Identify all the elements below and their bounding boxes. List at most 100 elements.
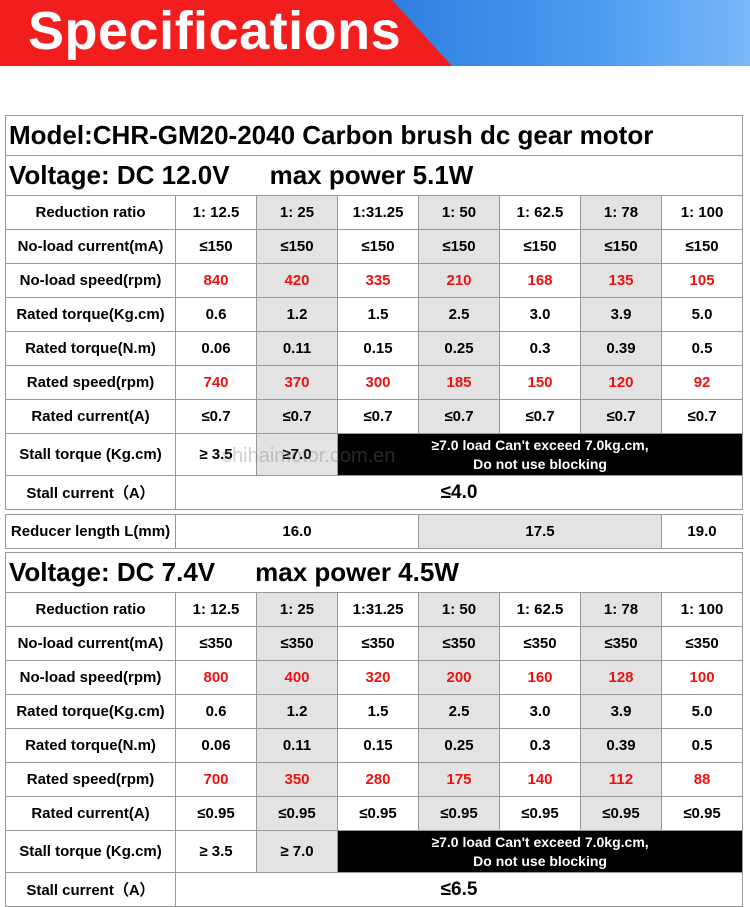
rated-torque-kg-cell: 3.0 — [499, 297, 581, 332]
row-no-load-speed: No-load speed(rpm) 840 420 335 210 168 135 105 — [5, 263, 744, 298]
rated-current-cell: ≤0.95 — [580, 796, 662, 831]
ratio-cell: 1: 50 — [418, 195, 500, 230]
no-load-current-cell: ≤350 — [580, 626, 662, 661]
rated-torque-kg-cell: 0.6 — [175, 694, 257, 729]
ratio-cell: 1: 62.5 — [499, 592, 581, 627]
stall-note-line1: ≥7.0 load Can't exceed 7.0kg.cm, — [431, 833, 649, 850]
rated-torque-kg-cell: 3.9 — [580, 297, 662, 332]
rated-torque-nm-cell: 0.3 — [499, 728, 581, 763]
row-stall-current: Stall current（A） ≤4.0 — [5, 475, 744, 510]
rated-torque-nm-cell: 0.11 — [256, 331, 338, 366]
rated-speed-cell: 120 — [580, 365, 662, 400]
no-load-speed-cell: 400 — [256, 660, 338, 695]
label-no-load-speed: No-load speed(rpm) — [5, 660, 176, 695]
no-load-current-cell: ≤350 — [175, 626, 257, 661]
no-load-speed-cell: 800 — [175, 660, 257, 695]
row-no-load-current: No-load current(mA) ≤350 ≤350 ≤350 ≤350 ≤350 ≤… — [5, 626, 744, 661]
rated-torque-kg-cell: 1.5 — [337, 297, 419, 332]
no-load-speed-cell: 200 — [418, 660, 500, 695]
row-reduction-ratio: Reduction ratio 1: 12.5 1: 25 1:31.25 1: 50 1… — [5, 592, 744, 627]
rated-torque-nm-cell: 0.39 — [580, 728, 662, 763]
ratio-cell: 1: 78 — [580, 592, 662, 627]
rated-torque-kg-cell: 2.5 — [418, 297, 500, 332]
rated-speed-cell: 150 — [499, 365, 581, 400]
rated-torque-kg-cell: 2.5 — [418, 694, 500, 729]
ratio-cell: 1: 25 — [256, 195, 338, 230]
stall-note-line2: Do not use blocking — [473, 455, 607, 472]
row-stall-torque: Stall torque (Kg.cm) ≥ 3.5 ≥7.0 ≥7.0 loa… — [5, 433, 744, 476]
rated-torque-kg-cell: 3.0 — [499, 694, 581, 729]
no-load-speed-cell: 320 — [337, 660, 419, 695]
no-load-speed-cell: 105 — [660, 263, 744, 298]
model-title: Model:CHR-GM20-2040 Carbon brush dc gear… — [4, 115, 744, 156]
rated-torque-nm-cell: 0.25 — [418, 728, 500, 763]
power-12v: max power 5.1W — [269, 160, 474, 190]
page-title: Specifications — [28, 1, 402, 61]
banner-red-panel — [0, 0, 455, 66]
no-load-current-cell: ≤150 — [256, 229, 338, 264]
row-rated-speed: Rated speed(rpm) 740 370 300 185 150 120 92 — [5, 365, 744, 400]
stall-note: ≥7.0 load Can't exceed 7.0kg.cm, Do not u… — [336, 830, 744, 873]
row-rated-speed: Rated speed(rpm) 700 350 280 175 140 112 88 — [5, 762, 744, 797]
no-load-speed-cell: 420 — [256, 263, 338, 298]
label-reduction-ratio: Reduction ratio — [5, 592, 176, 627]
no-load-current-cell: ≤350 — [660, 626, 744, 661]
rated-speed-cell: 350 — [256, 762, 338, 797]
rated-torque-kg-cell: 1.2 — [256, 297, 338, 332]
rated-torque-nm-cell: 0.11 — [256, 728, 338, 763]
rated-torque-nm-cell: 0.15 — [337, 728, 419, 763]
reducer-length-cell: 16.0 — [174, 514, 420, 549]
ratio-cell: 1: 12.5 — [175, 592, 257, 627]
rated-speed-cell: 370 — [256, 365, 338, 400]
rated-speed-cell: 740 — [175, 365, 257, 400]
ratio-cell: 1: 25 — [256, 592, 338, 627]
label-stall-torque: Stall torque (Kg.cm) — [5, 830, 176, 873]
stall-note-line2: Do not use blocking — [473, 852, 607, 869]
no-load-current-cell: ≤150 — [337, 229, 419, 264]
no-load-current-cell: ≤150 — [418, 229, 500, 264]
rated-current-cell: ≤0.95 — [660, 796, 744, 831]
no-load-current-cell: ≤150 — [499, 229, 581, 264]
voltage-12v: Voltage: DC 12.0V — [9, 160, 230, 190]
row-stall-torque: Stall torque (Kg.cm) ≥ 3.5 ≥ 7.0 ≥7.0 lo… — [5, 830, 744, 873]
label-reduction-ratio: Reduction ratio — [5, 195, 176, 230]
ratio-cell: 1: 78 — [580, 195, 662, 230]
ratio-cell: 1:31.25 — [337, 592, 419, 627]
rated-speed-cell: 700 — [175, 762, 257, 797]
rated-torque-nm-cell: 0.5 — [660, 331, 744, 366]
rated-current-cell: ≤0.95 — [499, 796, 581, 831]
rated-speed-cell: 112 — [580, 762, 662, 797]
no-load-speed-cell: 335 — [337, 263, 419, 298]
no-load-speed-cell: 840 — [175, 263, 257, 298]
label-rated-current: Rated current(A) — [5, 796, 176, 831]
ratio-cell: 1: 62.5 — [499, 195, 581, 230]
no-load-current-cell: ≤350 — [499, 626, 581, 661]
ratio-cell: 1: 12.5 — [175, 195, 257, 230]
row-rated-current: Rated current(A) ≤0.95 ≤0.95 ≤0.95 ≤0.95 ≤0.9… — [5, 796, 744, 831]
stall-torque-cell: ≥ 3.5 — [175, 830, 257, 873]
voltage-heading-12v: Voltage: DC 12.0V max power 5.1W — [4, 155, 744, 196]
rated-current-cell: ≤0.95 — [418, 796, 500, 831]
rated-current-cell: ≤0.95 — [175, 796, 257, 831]
row-rated-torque-nm: Rated torque(N.m) 0.06 0.11 0.15 0.25 0.3 0.39… — [5, 331, 744, 366]
ratio-cell: 1: 100 — [660, 592, 744, 627]
no-load-current-cell: ≤350 — [256, 626, 338, 661]
no-load-speed-cell: 135 — [580, 263, 662, 298]
voltage-7v: Voltage: DC 7.4V — [9, 557, 216, 587]
rated-speed-cell: 185 — [418, 365, 500, 400]
rated-torque-nm-cell: 0.06 — [175, 331, 257, 366]
label-reducer-length: Reducer length L(mm) — [5, 514, 176, 549]
rated-torque-nm-cell: 0.25 — [418, 331, 500, 366]
no-load-current-cell: ≤350 — [337, 626, 419, 661]
label-rated-current: Rated current(A) — [5, 399, 176, 434]
stall-torque-cell: ≥7.0 — [256, 433, 338, 476]
label-rated-torque-kg: Rated torque(Kg.cm) — [5, 694, 176, 729]
row-rated-current: Rated current(A) ≤0.7 ≤0.7 ≤0.7 ≤0.7 ≤0.7 ≤0.7… — [5, 399, 744, 434]
ratio-cell: 1: 100 — [660, 195, 744, 230]
label-stall-current: Stall current（A） — [5, 872, 176, 907]
banner-blue-panel — [392, 0, 750, 66]
spec-table-7v: Voltage: DC 7.4V max power 4.5W Reduction… — [4, 552, 744, 907]
stall-torque-cell: ≥ 7.0 — [256, 830, 338, 873]
rated-current-cell: ≤0.7 — [337, 399, 419, 434]
rated-speed-cell: 92 — [660, 365, 744, 400]
